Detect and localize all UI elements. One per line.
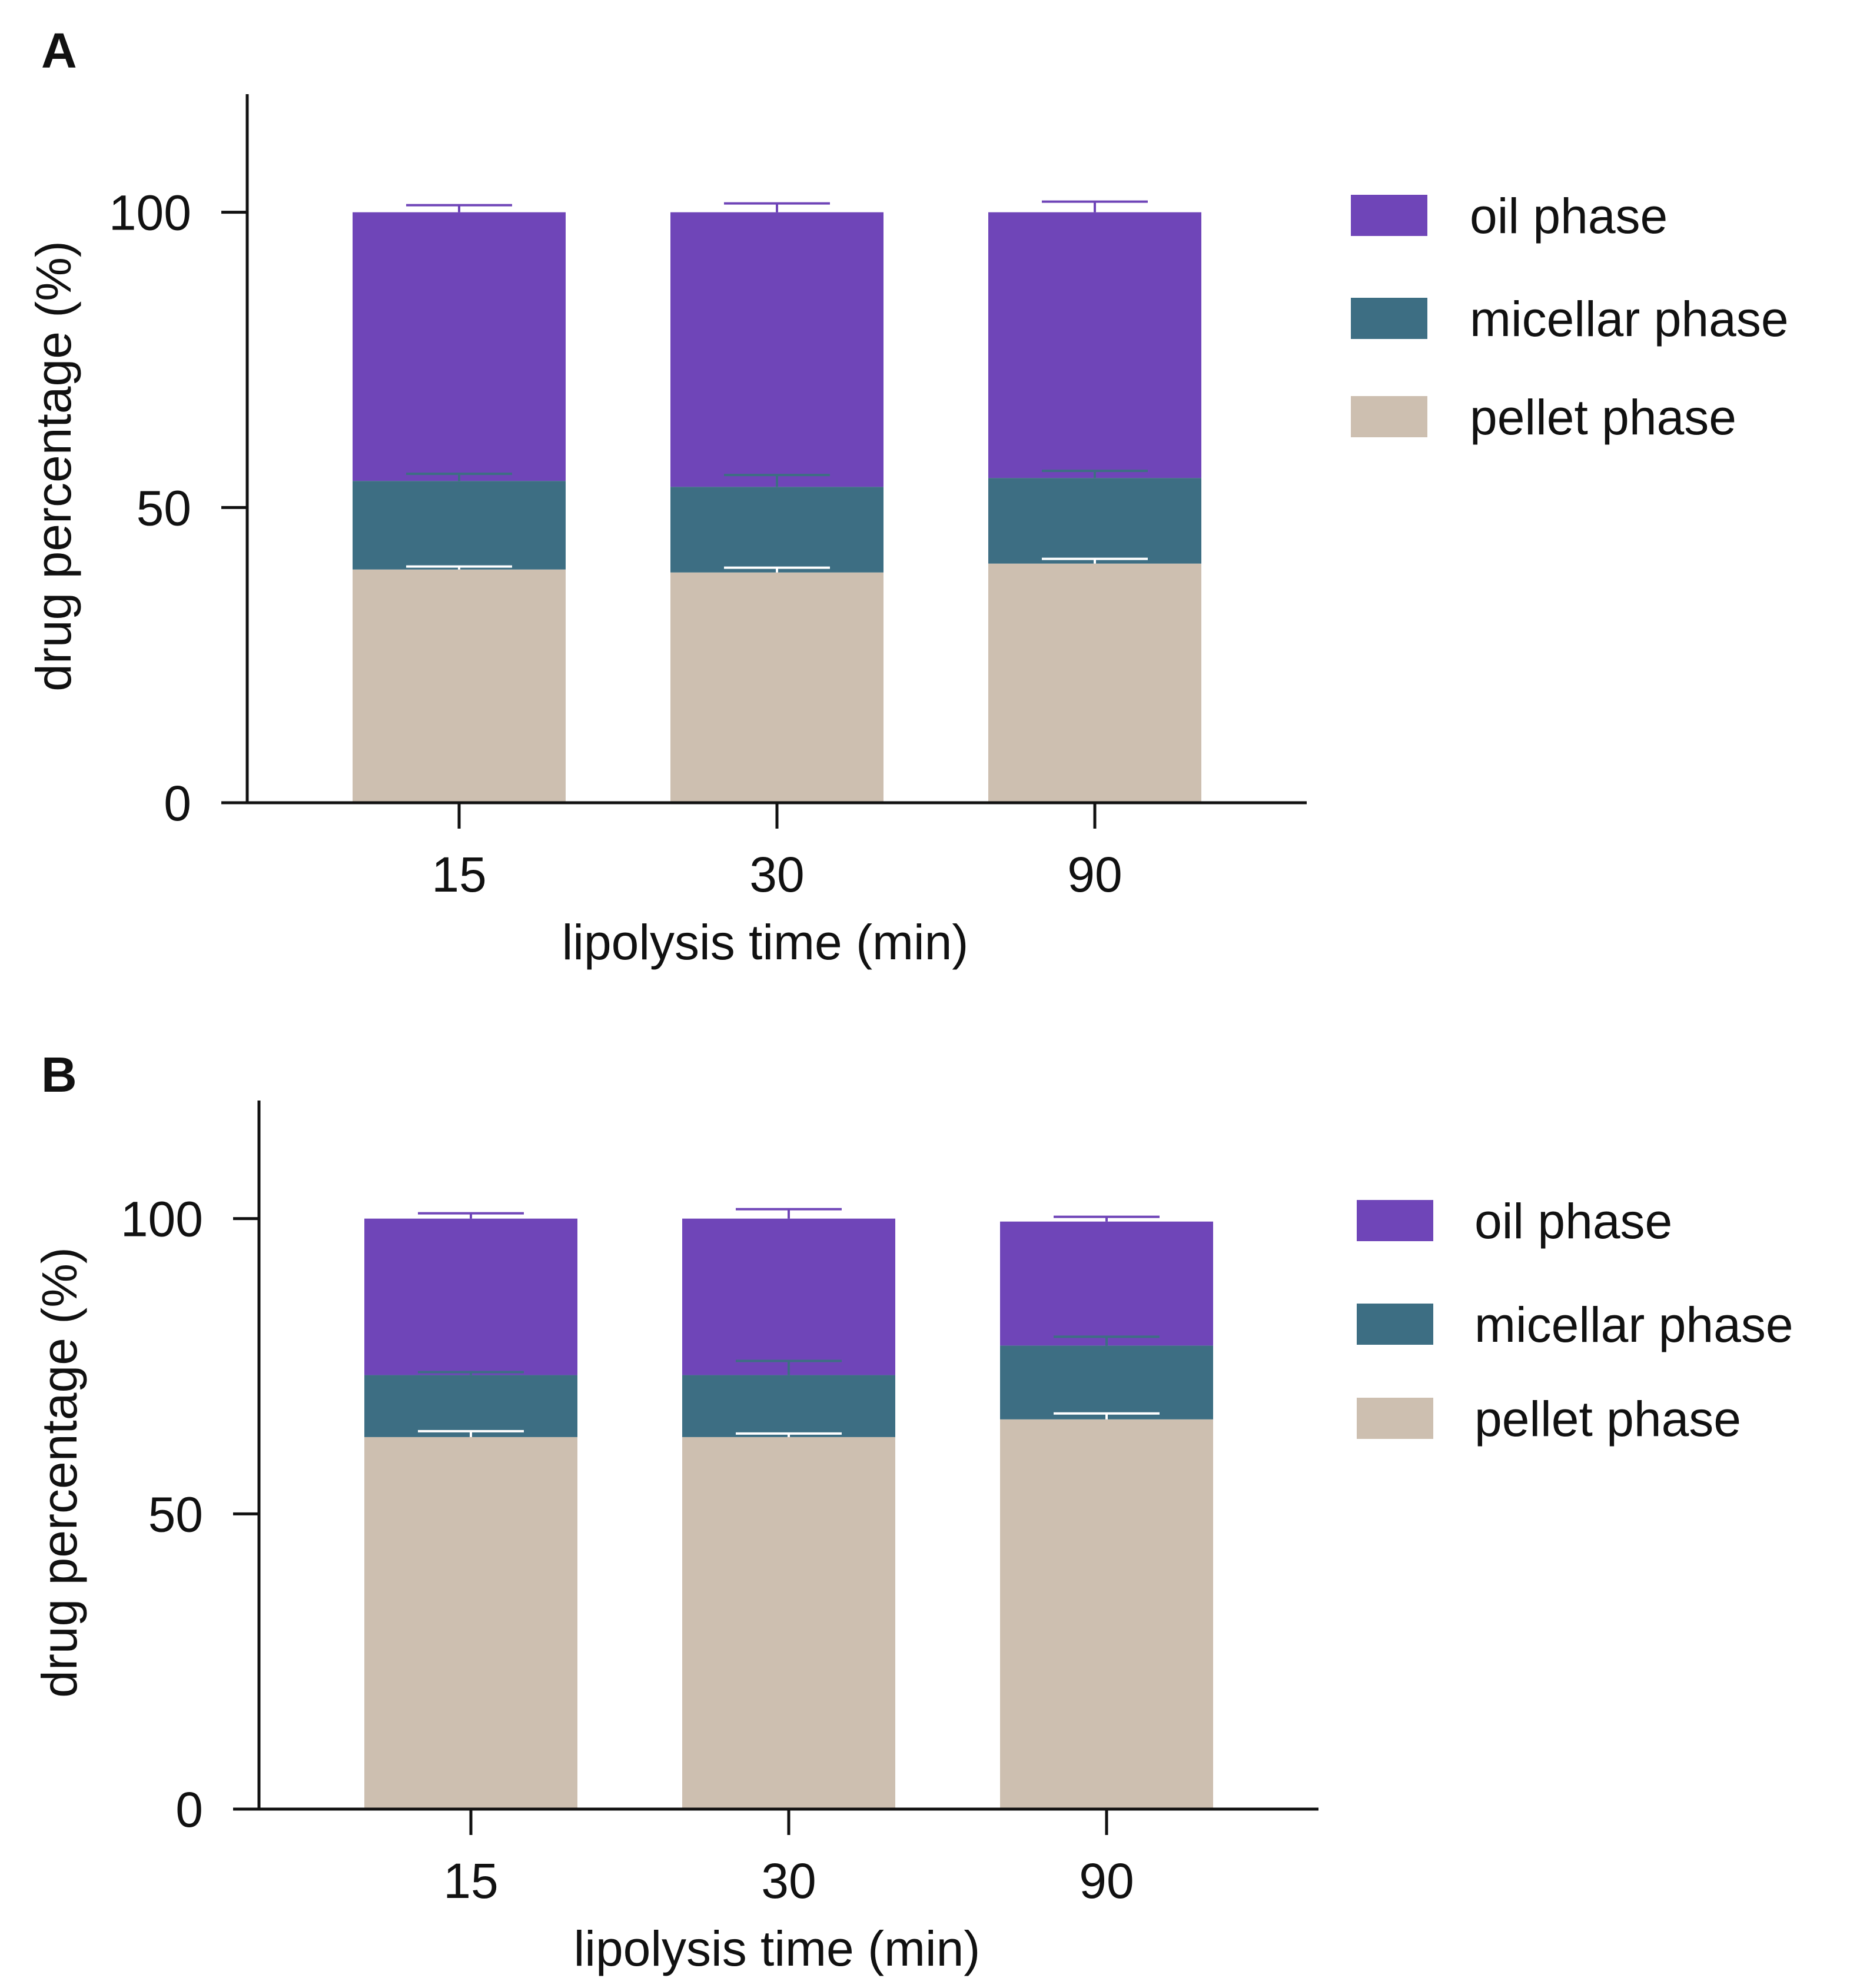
panel-label: A [41, 23, 77, 78]
legend-item-micellar-phase: micellar phase [1351, 291, 1789, 347]
legend-swatch [1351, 396, 1427, 437]
bar-micellar-phase-15 [364, 1375, 577, 1437]
bar-pellet-phase-15 [364, 1437, 577, 1809]
bar-pellet-phase-90 [1000, 1419, 1213, 1809]
bar-pellet-phase-90 [988, 563, 1201, 803]
legend-label: oil phase [1474, 1194, 1672, 1249]
bar-micellar-phase-90 [988, 478, 1201, 564]
bar-oil-phase-15 [364, 1218, 577, 1375]
x-tick-label: 30 [761, 1853, 816, 1909]
legend-label: micellar phase [1470, 291, 1789, 347]
legend-label: oil phase [1470, 188, 1668, 244]
bar-oil-phase-90 [1000, 1221, 1213, 1346]
legend-item-oil-phase: oil phase [1351, 188, 1668, 244]
legend-swatch [1357, 1200, 1433, 1241]
y-tick-label: 50 [148, 1487, 203, 1542]
y-tick-label: 0 [175, 1782, 203, 1837]
bar-pellet-phase-15 [353, 569, 566, 803]
y-tick-label: 100 [109, 185, 191, 241]
bar-oil-phase-90 [988, 212, 1201, 478]
legend-label: pellet phase [1470, 390, 1736, 445]
legend-swatch [1351, 298, 1427, 339]
panel-a: A 0 50 100 15 30 90 lipolysis time (min) drug pe… [26, 23, 1789, 970]
x-axis-title: lipolysis time (min) [562, 915, 969, 970]
x-tick-label: 30 [749, 847, 804, 902]
y-tick-label: 50 [137, 480, 191, 536]
bar-pellet-phase-30 [670, 572, 884, 803]
bar-micellar-phase-15 [353, 481, 566, 570]
legend-item-oil-phase: oil phase [1357, 1194, 1672, 1249]
legend-swatch [1357, 1304, 1433, 1345]
x-tick-label: 15 [431, 847, 486, 902]
bar-micellar-phase-30 [670, 487, 884, 573]
y-axis-title: drug percentage (%) [26, 241, 81, 692]
y-tick-label: 0 [164, 776, 191, 831]
legend-swatch [1357, 1398, 1433, 1439]
bar-micellar-phase-90 [1000, 1345, 1213, 1419]
bar-oil-phase-15 [353, 212, 566, 481]
y-axis-title: drug percentage (%) [32, 1247, 87, 1698]
legend-item-micellar-phase: micellar phase [1357, 1297, 1793, 1352]
legend-label: pellet phase [1474, 1391, 1741, 1447]
x-axis-title: lipolysis time (min) [574, 1921, 981, 1976]
x-tick-label: 15 [443, 1853, 498, 1909]
bar-micellar-phase-30 [682, 1375, 895, 1437]
y-tick-label: 100 [121, 1192, 203, 1247]
legend-item-pellet-phase: pellet phase [1357, 1391, 1741, 1447]
bar-pellet-phase-30 [682, 1437, 895, 1809]
legend-swatch [1351, 195, 1427, 236]
bar-oil-phase-30 [682, 1218, 895, 1375]
x-tick-label: 90 [1067, 847, 1122, 902]
legend-item-pellet-phase: pellet phase [1351, 390, 1736, 445]
legend-label: micellar phase [1474, 1297, 1793, 1352]
panel-label: B [41, 1047, 77, 1102]
x-tick-label: 90 [1079, 1853, 1134, 1909]
panel-b: B 0 50 100 15 30 90 lipolysis time (min) drug pe… [32, 1047, 1793, 1976]
bar-oil-phase-30 [670, 212, 884, 487]
